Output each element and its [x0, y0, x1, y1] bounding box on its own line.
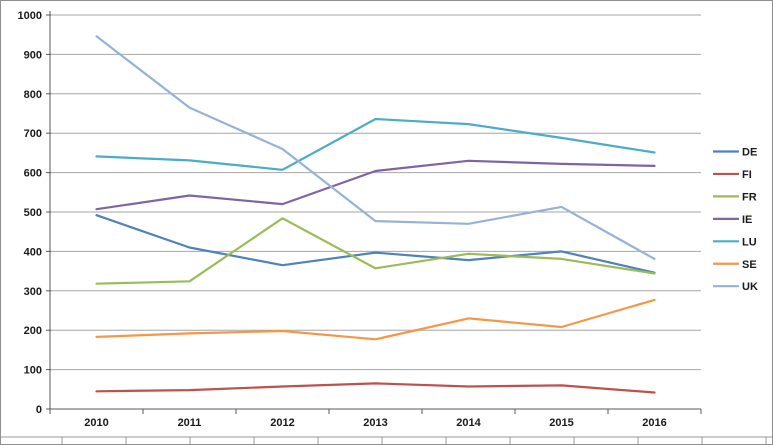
y-axis-label: 800 [24, 89, 42, 101]
series-line-LU [95, 117, 656, 171]
y-axis-label: 300 [24, 286, 42, 298]
y-axis-label: 900 [24, 49, 42, 61]
legend-label-FR: FR [742, 191, 757, 203]
series-line-FR [95, 217, 656, 285]
x-axis-label: 2013 [363, 417, 387, 429]
series-line-SE [95, 298, 656, 341]
legend-label-SE: SE [742, 259, 757, 271]
legend-label-IE: IE [742, 214, 752, 226]
y-axis-label: 600 [24, 168, 42, 180]
y-axis-label: 1000 [18, 10, 42, 22]
y-axis-label: 200 [24, 325, 42, 337]
x-axis-label: 2016 [642, 417, 666, 429]
legend-label-DE: DE [742, 147, 757, 159]
series-line-UK [95, 35, 656, 260]
x-axis-label: 2011 [178, 417, 202, 429]
y-axis-label: 100 [24, 365, 42, 377]
x-axis-label: 2010 [84, 417, 108, 429]
legend-label-UK: UK [742, 281, 758, 293]
legend-label-FI: FI [742, 169, 752, 181]
legend-label-LU: LU [742, 236, 757, 248]
x-axis-label: 2015 [549, 417, 573, 429]
series-line-FI [95, 382, 656, 394]
x-axis-label: 2014 [456, 417, 481, 429]
y-axis-label: 700 [24, 128, 42, 140]
series-line-IE [95, 159, 656, 211]
y-axis-label: 400 [24, 246, 42, 258]
series-line-DE [95, 214, 656, 274]
x-axis-label: 2012 [270, 417, 294, 429]
y-axis-label: 500 [24, 207, 42, 219]
y-axis-label: 0 [36, 404, 42, 416]
